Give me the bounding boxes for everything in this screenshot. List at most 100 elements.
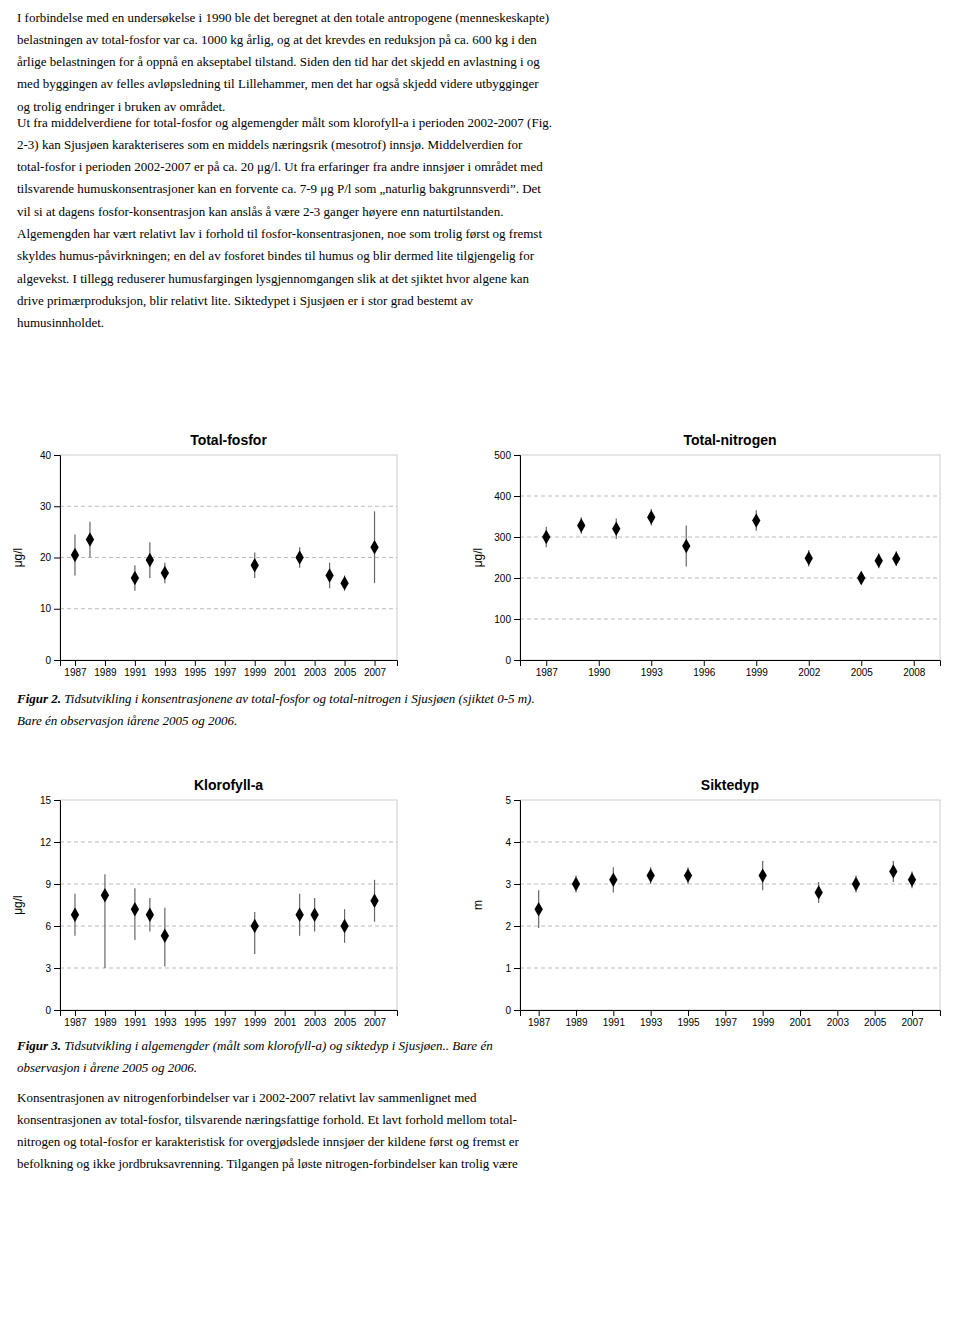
tick-mark — [514, 619, 520, 620]
y-axis-label: μg/l — [11, 548, 25, 568]
x-tick: 1987 — [536, 660, 559, 678]
point — [161, 929, 169, 943]
grid — [520, 496, 940, 619]
tick-label: 20 — [40, 552, 52, 563]
text-line: vil si at dagens fosfor-konsentrasjon ka… — [17, 204, 503, 219]
text-line: og trolig endringer i bruken av området. — [17, 99, 225, 114]
tick-label: 1999 — [244, 1017, 267, 1028]
tick-label: 40 — [40, 450, 52, 461]
tick-mark — [75, 660, 76, 666]
x-tick: 1987 — [528, 1010, 551, 1028]
text-line: humusinnholdet. — [17, 315, 104, 330]
tick-mark — [837, 1010, 838, 1016]
tick-mark — [651, 660, 652, 666]
tick-label: 2008 — [903, 667, 926, 678]
tick-mark — [375, 660, 376, 666]
x-tick: 1991 — [124, 660, 147, 678]
y-axis: 010203040 — [40, 450, 61, 666]
tick-label: 0 — [505, 655, 511, 666]
point — [71, 908, 79, 922]
point — [325, 568, 333, 582]
tick-label: 2001 — [274, 667, 297, 678]
grid-line — [520, 537, 940, 538]
text-line: konsentrasjonen av total-fosfor, tilsvar… — [17, 1112, 517, 1127]
x-tick: 1989 — [565, 1010, 588, 1028]
tick-mark — [514, 968, 520, 969]
tick-label: 2005 — [864, 1017, 887, 1028]
tick-mark — [688, 1010, 689, 1016]
tick-label: 1997 — [214, 1017, 237, 1028]
point — [759, 868, 767, 882]
tick-mark — [165, 660, 166, 666]
tick-label: 2003 — [304, 667, 327, 678]
x-tick: 1999 — [746, 660, 769, 678]
text-line: årlige belastningen for å oppnå en aksep… — [17, 54, 540, 69]
tick-mark — [763, 1010, 764, 1016]
caption-label: Figur 3. — [16, 1038, 61, 1053]
tick-label: 2001 — [789, 1017, 812, 1028]
tick-label: 0 — [45, 1005, 51, 1016]
grid-line — [60, 842, 397, 843]
paragraph-bottom: Konsentrasjonen av nitrogenforbindelser … — [17, 1090, 520, 1172]
point — [647, 510, 655, 524]
tick-mark — [195, 660, 196, 666]
point — [310, 908, 318, 922]
grid-line — [520, 926, 940, 927]
tick-label: 1987 — [536, 667, 559, 678]
point — [295, 550, 303, 564]
x-tick: 2001 — [789, 1010, 812, 1028]
text-line: I forbindelse med en undersøkelse i 1990… — [17, 10, 549, 25]
point — [101, 888, 109, 902]
grid-line — [520, 619, 940, 620]
tick-mark — [285, 660, 286, 666]
point — [535, 902, 543, 916]
tick-mark — [54, 609, 60, 610]
y-tick: 2 — [505, 921, 520, 932]
point — [251, 919, 259, 933]
tick-mark — [135, 660, 136, 666]
tick-label: 10 — [40, 603, 52, 614]
figure-2-caption: Figur 2. Tidsutvikling i konsentrasjonen… — [16, 691, 535, 728]
y-tick: 500 — [494, 450, 520, 461]
tick-mark — [195, 1010, 196, 1016]
x-tick: 2005 — [334, 1010, 357, 1028]
paragraph-2: Ut fra middelverdiene for total-fosfor o… — [17, 115, 552, 331]
x-tick: 1993 — [640, 1010, 663, 1028]
grid-line — [60, 608, 397, 609]
point — [131, 902, 139, 916]
axis-line — [514, 801, 521, 1011]
tick-mark — [514, 455, 520, 456]
point — [146, 908, 154, 922]
tick-mark — [54, 455, 60, 456]
y-axis-label: μg/l — [471, 548, 485, 568]
caption-line: Figur 2. Tidsutvikling i konsentrasjonen… — [16, 691, 535, 706]
text-line: befolkning og ikke jordbruksavrenning. T… — [17, 1156, 518, 1171]
x-tick: 2001 — [274, 1010, 297, 1028]
y-tick: 200 — [494, 573, 520, 584]
x-tick: 1997 — [715, 1010, 738, 1028]
tick-mark — [514, 1010, 520, 1011]
tick-label: 9 — [45, 879, 51, 890]
tick-label: 1990 — [588, 667, 611, 678]
grid-line — [520, 578, 940, 579]
text-line: nitrogen og total-fosfor er karakteristi… — [17, 1134, 520, 1149]
tick-mark — [514, 660, 520, 661]
y-tick: 12 — [40, 837, 60, 848]
axis-line — [514, 456, 521, 661]
tick-label: 500 — [494, 450, 511, 461]
chart: 1987198919911993199519971999200120032005… — [471, 777, 941, 1028]
tick-mark — [514, 884, 520, 885]
chart: 1987199019931996199920022005200801002003… — [471, 432, 941, 678]
tick-label: 1 — [505, 963, 511, 974]
point — [542, 530, 550, 544]
axis-line — [521, 661, 941, 667]
tick-mark — [54, 884, 60, 885]
axis-line — [54, 801, 61, 1011]
text-line: Konsentrasjonen av nitrogenforbindelser … — [17, 1090, 477, 1105]
tick-mark — [165, 1010, 166, 1016]
tick-mark — [514, 800, 520, 801]
x-axis: 1987198919911993199519971999200120032005… — [61, 660, 398, 678]
tick-mark — [651, 1010, 652, 1016]
tick-mark — [225, 660, 226, 666]
point — [857, 571, 865, 585]
